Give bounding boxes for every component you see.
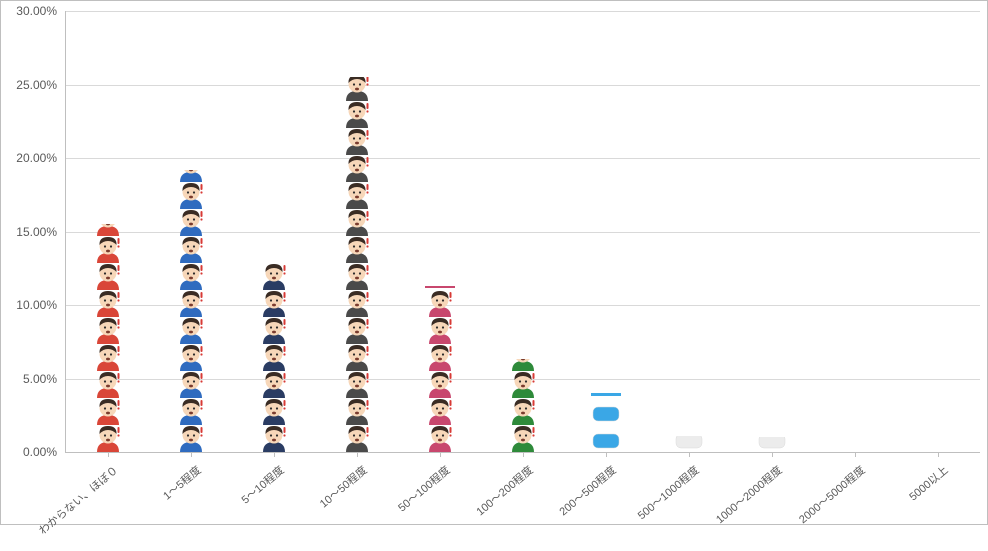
pictogram-icon (176, 179, 206, 209)
y-tick-label: 15.00% (1, 225, 57, 239)
y-tick-label: 20.00% (1, 151, 57, 165)
pictogram-icon (93, 368, 123, 398)
pictogram-icon (591, 422, 621, 452)
pictogram-icon (93, 233, 123, 263)
bar (422, 286, 458, 452)
pictogram-icon (342, 233, 372, 263)
pictogram-icon (259, 261, 289, 290)
y-tick-label: 10.00% (1, 298, 57, 312)
bar (671, 436, 707, 452)
pictogram-icon (176, 395, 206, 425)
pictogram-icon (176, 368, 206, 398)
pictogram-icon (342, 260, 372, 290)
pictogram-icon (93, 287, 123, 317)
gridline (66, 158, 980, 159)
pictogram-icon (176, 287, 206, 317)
pictogram-icon (176, 422, 206, 452)
pictogram-icon (342, 179, 372, 209)
x-tick (938, 452, 939, 457)
pictogram-icon (342, 125, 372, 155)
pictogram-icon (176, 206, 206, 236)
pictogram-icon (176, 260, 206, 290)
x-tick (523, 452, 524, 457)
pictogram-icon (176, 314, 206, 344)
pictogram-icon (674, 436, 704, 452)
pictogram-icon (176, 233, 206, 263)
bar (339, 77, 375, 452)
pictogram-icon (591, 395, 621, 425)
y-tick-label: 30.00% (1, 4, 57, 18)
x-tick (357, 452, 358, 457)
x-tick (440, 452, 441, 457)
pictogram-icon (508, 359, 538, 371)
x-tick (108, 452, 109, 457)
pictogram-icon (342, 98, 372, 128)
pictogram-icon (342, 206, 372, 236)
pictogram-icon (342, 77, 372, 101)
bar (588, 393, 624, 452)
y-tick-label: 25.00% (1, 78, 57, 92)
pictogram-icon (259, 341, 289, 371)
pictogram-icon (342, 152, 372, 182)
plot-area (65, 11, 980, 453)
x-tick (191, 452, 192, 457)
pictogram-icon (259, 287, 289, 317)
y-tick-label: 5.00% (1, 372, 57, 386)
pictogram-icon (342, 368, 372, 398)
pictogram-icon (342, 341, 372, 371)
pictogram-icon (508, 395, 538, 425)
pictogram-icon (93, 260, 123, 290)
pictogram-icon (93, 224, 123, 236)
x-tick (855, 452, 856, 457)
pictogram-icon (259, 314, 289, 344)
pictogram-icon (757, 437, 787, 452)
pictogram-icon (93, 422, 123, 452)
bar (505, 359, 541, 452)
pictogram-icon (342, 395, 372, 425)
pictogram-icon (508, 368, 538, 398)
chart-container: 0.00% 5.00% 10.00% 15.00% 20.00% 25.00% 30.00%… (0, 0, 988, 525)
pictogram-icon (425, 314, 455, 344)
pictogram-icon (93, 395, 123, 425)
bar (256, 261, 292, 452)
bar (754, 437, 790, 452)
x-tick (274, 452, 275, 457)
pictogram-icon (93, 341, 123, 371)
pictogram-icon (342, 422, 372, 452)
pictogram-icon (259, 422, 289, 452)
pictogram-icon (342, 287, 372, 317)
x-tick (772, 452, 773, 457)
pictogram-icon (93, 314, 123, 344)
pictogram-icon (425, 368, 455, 398)
x-tick (606, 452, 607, 457)
pictogram-icon (425, 287, 455, 317)
y-tick-label: 0.00% (1, 445, 57, 459)
pictogram-icon (425, 422, 455, 452)
pictogram-icon (425, 341, 455, 371)
pictogram-icon (176, 170, 206, 182)
bar (173, 170, 209, 452)
pictogram-icon (508, 422, 538, 452)
gridline (66, 11, 980, 12)
pictogram-icon (342, 314, 372, 344)
bar (90, 224, 126, 452)
pictogram-icon (425, 395, 455, 425)
x-tick (689, 452, 690, 457)
pictogram-icon (259, 368, 289, 398)
pictogram-icon (259, 395, 289, 425)
pictogram-icon (176, 341, 206, 371)
gridline (66, 85, 980, 86)
